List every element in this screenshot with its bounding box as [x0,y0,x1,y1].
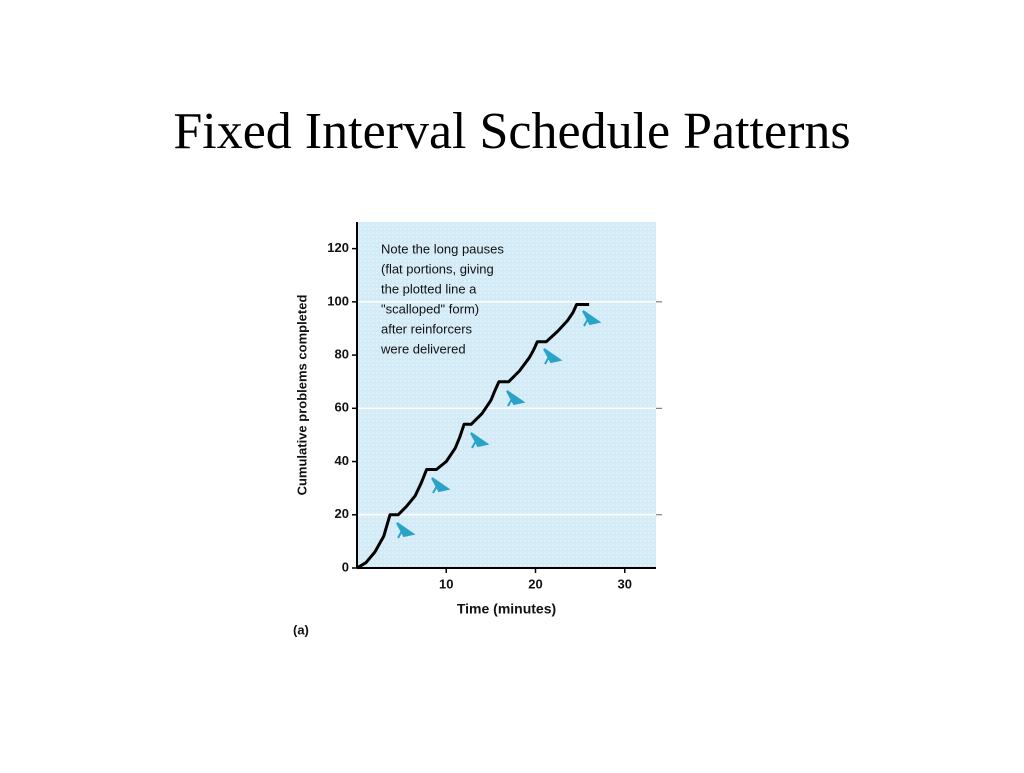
annotation-line: "scalloped" form) [381,301,479,316]
reinforcer-arrow [470,432,490,449]
annotation-line: the plotted line a [381,281,477,296]
reinforcer-arrow [506,390,526,407]
y-tick-label: 60 [335,400,349,415]
reinforcer-arrow [582,310,602,327]
y-tick-label: 120 [327,240,349,255]
y-tick-label: 80 [335,347,349,362]
x-tick-label: 10 [439,576,453,591]
x-tick-label: 20 [528,576,542,591]
y-tick-label: 100 [327,293,349,308]
plot-area: 0 20 40 60 80 100 120 10 20 30 Time (minutes) Cumul… [293,222,662,637]
annotation-line: Note the long pauses [381,241,504,256]
annotation-line: (flat portions, giving [381,261,494,276]
y-tick-label: 40 [335,453,349,468]
y-tick-label: 0 [342,559,349,574]
y-tick-label: 20 [335,506,349,521]
cumulative-line [356,303,590,570]
reinforcer-arrow [396,522,416,539]
panel-label: (a) [293,622,309,637]
reinforcer-arrow [543,348,563,365]
annotation-line: were delivered [380,341,466,356]
y-axis-label: Cumulative problems completed [294,295,309,496]
slide-title: Fixed Interval Schedule Patterns [173,103,850,160]
plot-texture [357,222,656,568]
reinforcer-arrow [431,477,451,494]
annotation-line: after reinforcers [381,321,473,336]
x-axis-label: Time (minutes) [457,601,556,617]
x-tick-label: 30 [618,576,632,591]
